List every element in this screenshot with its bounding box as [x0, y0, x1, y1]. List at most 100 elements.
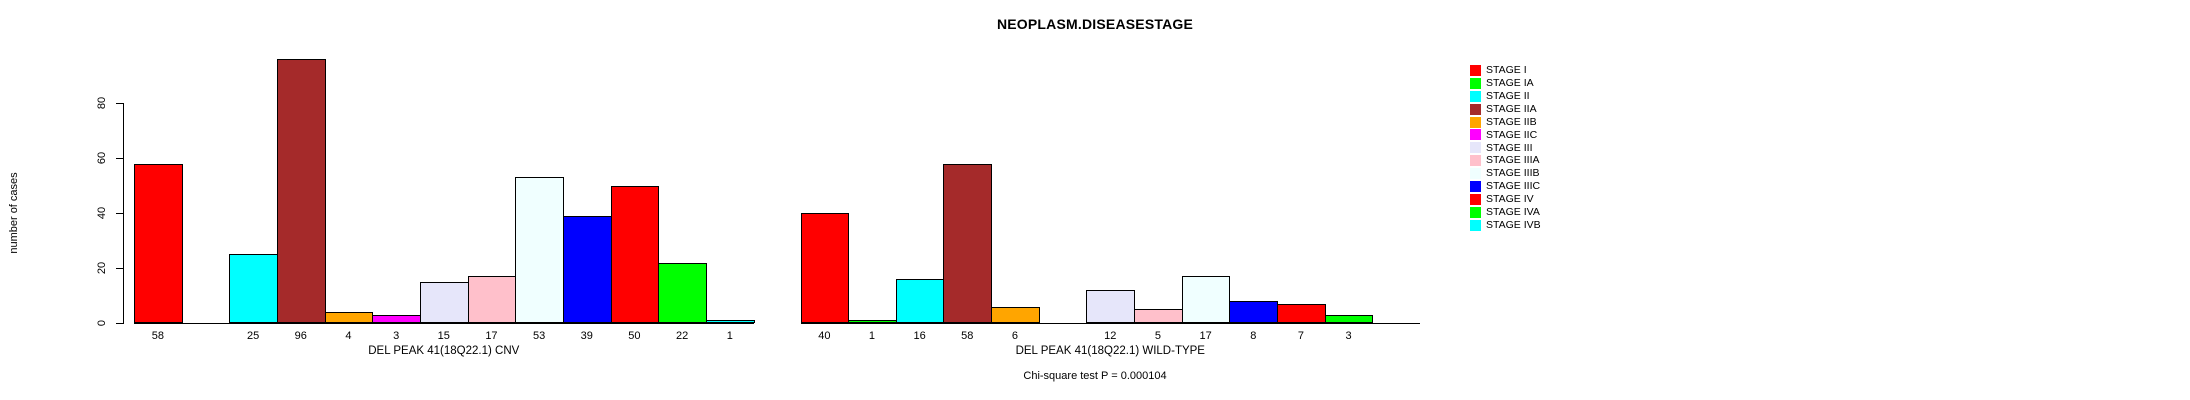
bar-count-label: 58	[151, 330, 164, 342]
group-baseline	[134, 322, 754, 324]
legend-item: STAGE IA	[1470, 77, 1541, 90]
bar-stage-i	[800, 213, 850, 323]
bar-count-label: 3	[1345, 330, 1352, 342]
bar-stage-iii	[1086, 290, 1136, 323]
legend-item: STAGE IIIC	[1470, 180, 1541, 193]
bar-count-label: 96	[294, 330, 307, 342]
legend-item: STAGE IVB	[1470, 219, 1541, 232]
bar-count-label: 39	[580, 330, 593, 342]
legend-item: STAGE IVA	[1470, 206, 1541, 219]
y-axis-tick	[116, 323, 123, 324]
legend-item: STAGE I	[1470, 64, 1541, 77]
bar-stage-iiib	[1181, 276, 1231, 323]
bar-stage-iva	[1324, 314, 1374, 323]
group-baseline	[800, 322, 1421, 324]
bar-stage-ivb	[705, 320, 755, 323]
bar-count-label: 12	[1104, 330, 1117, 342]
legend-label: STAGE IIC	[1486, 128, 1538, 141]
bar-stage-ii	[895, 279, 945, 323]
legend-item: STAGE IIIB	[1470, 167, 1541, 180]
bar-count-label: 25	[247, 330, 260, 342]
legend-label: STAGE IIIB	[1486, 167, 1540, 180]
y-axis-tick	[116, 213, 123, 214]
legend-swatch-icon	[1470, 77, 1481, 89]
legend-label: STAGE IIA	[1486, 102, 1537, 115]
bar-stage-iic	[372, 314, 421, 323]
bar-count-label: 5	[1154, 330, 1161, 342]
legend-swatch-icon	[1470, 155, 1481, 167]
bar-count-label: 3	[393, 330, 400, 342]
legend-item: STAGE III	[1470, 141, 1541, 154]
chi-square-footnote: Chi-square test P = 0.000104	[1023, 370, 1167, 382]
y-axis-label: number of cases	[8, 172, 20, 254]
legend-swatch-icon	[1470, 206, 1481, 218]
legend-label: STAGE III	[1486, 141, 1533, 154]
bar-stage-iiic	[1229, 301, 1279, 323]
y-axis-line	[123, 103, 124, 324]
group-axis-label: DEL PEAK 41(18Q22.1) CNV	[368, 345, 520, 357]
bar-count-label: 17	[485, 330, 498, 342]
bar-stage-iiib	[515, 177, 564, 323]
y-axis-tick-label: 40	[96, 206, 108, 220]
legend-item: STAGE IIA	[1470, 103, 1541, 116]
legend-item: STAGE IV	[1470, 193, 1541, 206]
bar-count-label: 1	[726, 330, 733, 342]
y-axis-tick-label: 60	[96, 151, 108, 165]
bar-count-label: 1	[868, 330, 876, 342]
y-axis-tick	[116, 158, 123, 159]
legend-item: STAGE IIIA	[1470, 154, 1541, 167]
bar-stage-iib	[991, 306, 1040, 323]
legend-swatch-icon	[1470, 219, 1481, 231]
legend-swatch-icon	[1470, 193, 1481, 205]
bar-stage-iib	[324, 312, 374, 323]
bar-stage-ia	[848, 320, 897, 323]
bar-stage-iv	[1277, 303, 1326, 323]
bar-count-label: 6	[1011, 330, 1019, 342]
bar-stage-ii	[229, 254, 278, 323]
legend-item: STAGE IIC	[1470, 128, 1541, 141]
bar-stage-iiia	[467, 276, 517, 323]
bar-stage-iia	[943, 163, 993, 323]
legend-swatch-icon	[1470, 103, 1481, 115]
y-axis-tick-label: 80	[96, 96, 108, 110]
y-axis-tick	[116, 103, 123, 104]
bar-count-label: 4	[345, 330, 352, 342]
bar-stage-iiia	[1134, 309, 1183, 323]
bar-count-label: 17	[1199, 330, 1212, 342]
legend-swatch-icon	[1470, 180, 1481, 192]
legend-label: STAGE IVB	[1486, 218, 1541, 231]
legend-item: STAGE II	[1470, 90, 1541, 103]
bar-stage-i	[134, 163, 183, 323]
legend-label: STAGE IA	[1486, 77, 1534, 90]
legend-swatch-icon	[1470, 129, 1481, 141]
bar-count-label: 7	[1297, 330, 1304, 342]
legend-label: STAGE II	[1486, 89, 1530, 102]
chart-title: NEOPLASM.DISEASESTAGE	[996, 16, 1194, 32]
legend: STAGE I STAGE IA STAGE II STAGE IIA STAGE II…	[1470, 64, 1541, 232]
bar-count-label: 16	[913, 330, 926, 342]
bar-count-label: 15	[437, 330, 450, 342]
bar-stage-iii	[419, 281, 469, 323]
y-axis-tick	[116, 268, 123, 269]
bar-count-label: 8	[1250, 330, 1257, 342]
bar-count-label: 53	[532, 330, 546, 342]
group-axis-label: DEL PEAK 41(18Q22.1) WILD-TYPE	[1015, 345, 1205, 357]
legend-label: STAGE I	[1486, 64, 1527, 77]
legend-swatch-icon	[1470, 116, 1481, 128]
bar-count-label: 40	[818, 330, 831, 342]
legend-label: STAGE IIIA	[1486, 154, 1540, 167]
legend-swatch-icon	[1470, 168, 1481, 180]
legend-swatch-icon	[1470, 142, 1481, 154]
legend-item: STAGE IIB	[1470, 116, 1541, 129]
bar-count-label: 58	[961, 330, 974, 342]
bar-stage-iia	[276, 59, 326, 323]
legend-label: STAGE IV	[1486, 193, 1534, 206]
y-axis-tick-label: 20	[96, 261, 108, 275]
bar-stage-iva	[658, 262, 707, 323]
legend-label: STAGE IIB	[1486, 115, 1537, 128]
legend-label: STAGE IIIC	[1486, 180, 1541, 193]
legend-label: STAGE IVA	[1486, 205, 1540, 218]
legend-swatch-icon	[1470, 64, 1481, 76]
bar-count-label: 22	[675, 330, 689, 342]
